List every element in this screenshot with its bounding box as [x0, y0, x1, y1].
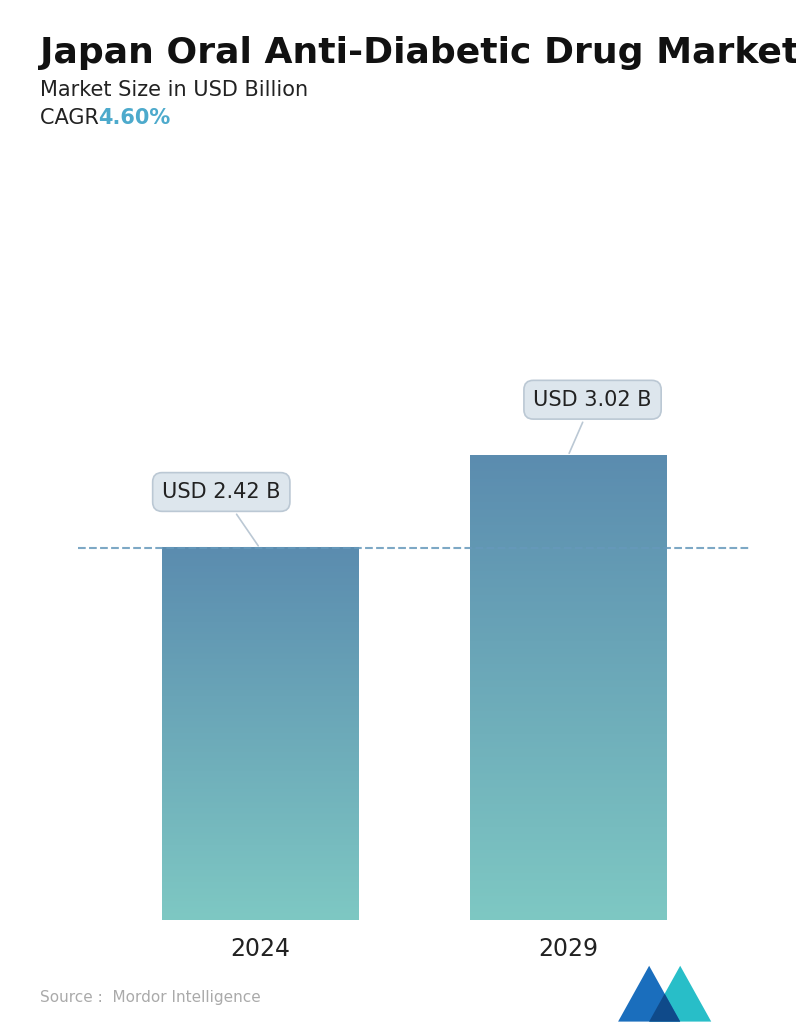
Polygon shape [618, 966, 680, 1022]
Text: Japan Oral Anti-Diabetic Drug Market: Japan Oral Anti-Diabetic Drug Market [40, 36, 796, 70]
Text: Source :  Mordor Intelligence: Source : Mordor Intelligence [40, 990, 260, 1005]
Text: Market Size in USD Billion: Market Size in USD Billion [40, 80, 308, 99]
Polygon shape [649, 994, 680, 1022]
Text: 4.60%: 4.60% [98, 108, 170, 127]
Text: CAGR: CAGR [40, 108, 105, 127]
Polygon shape [649, 966, 712, 1022]
Text: USD 2.42 B: USD 2.42 B [162, 482, 280, 546]
Text: USD 3.02 B: USD 3.02 B [533, 390, 652, 453]
